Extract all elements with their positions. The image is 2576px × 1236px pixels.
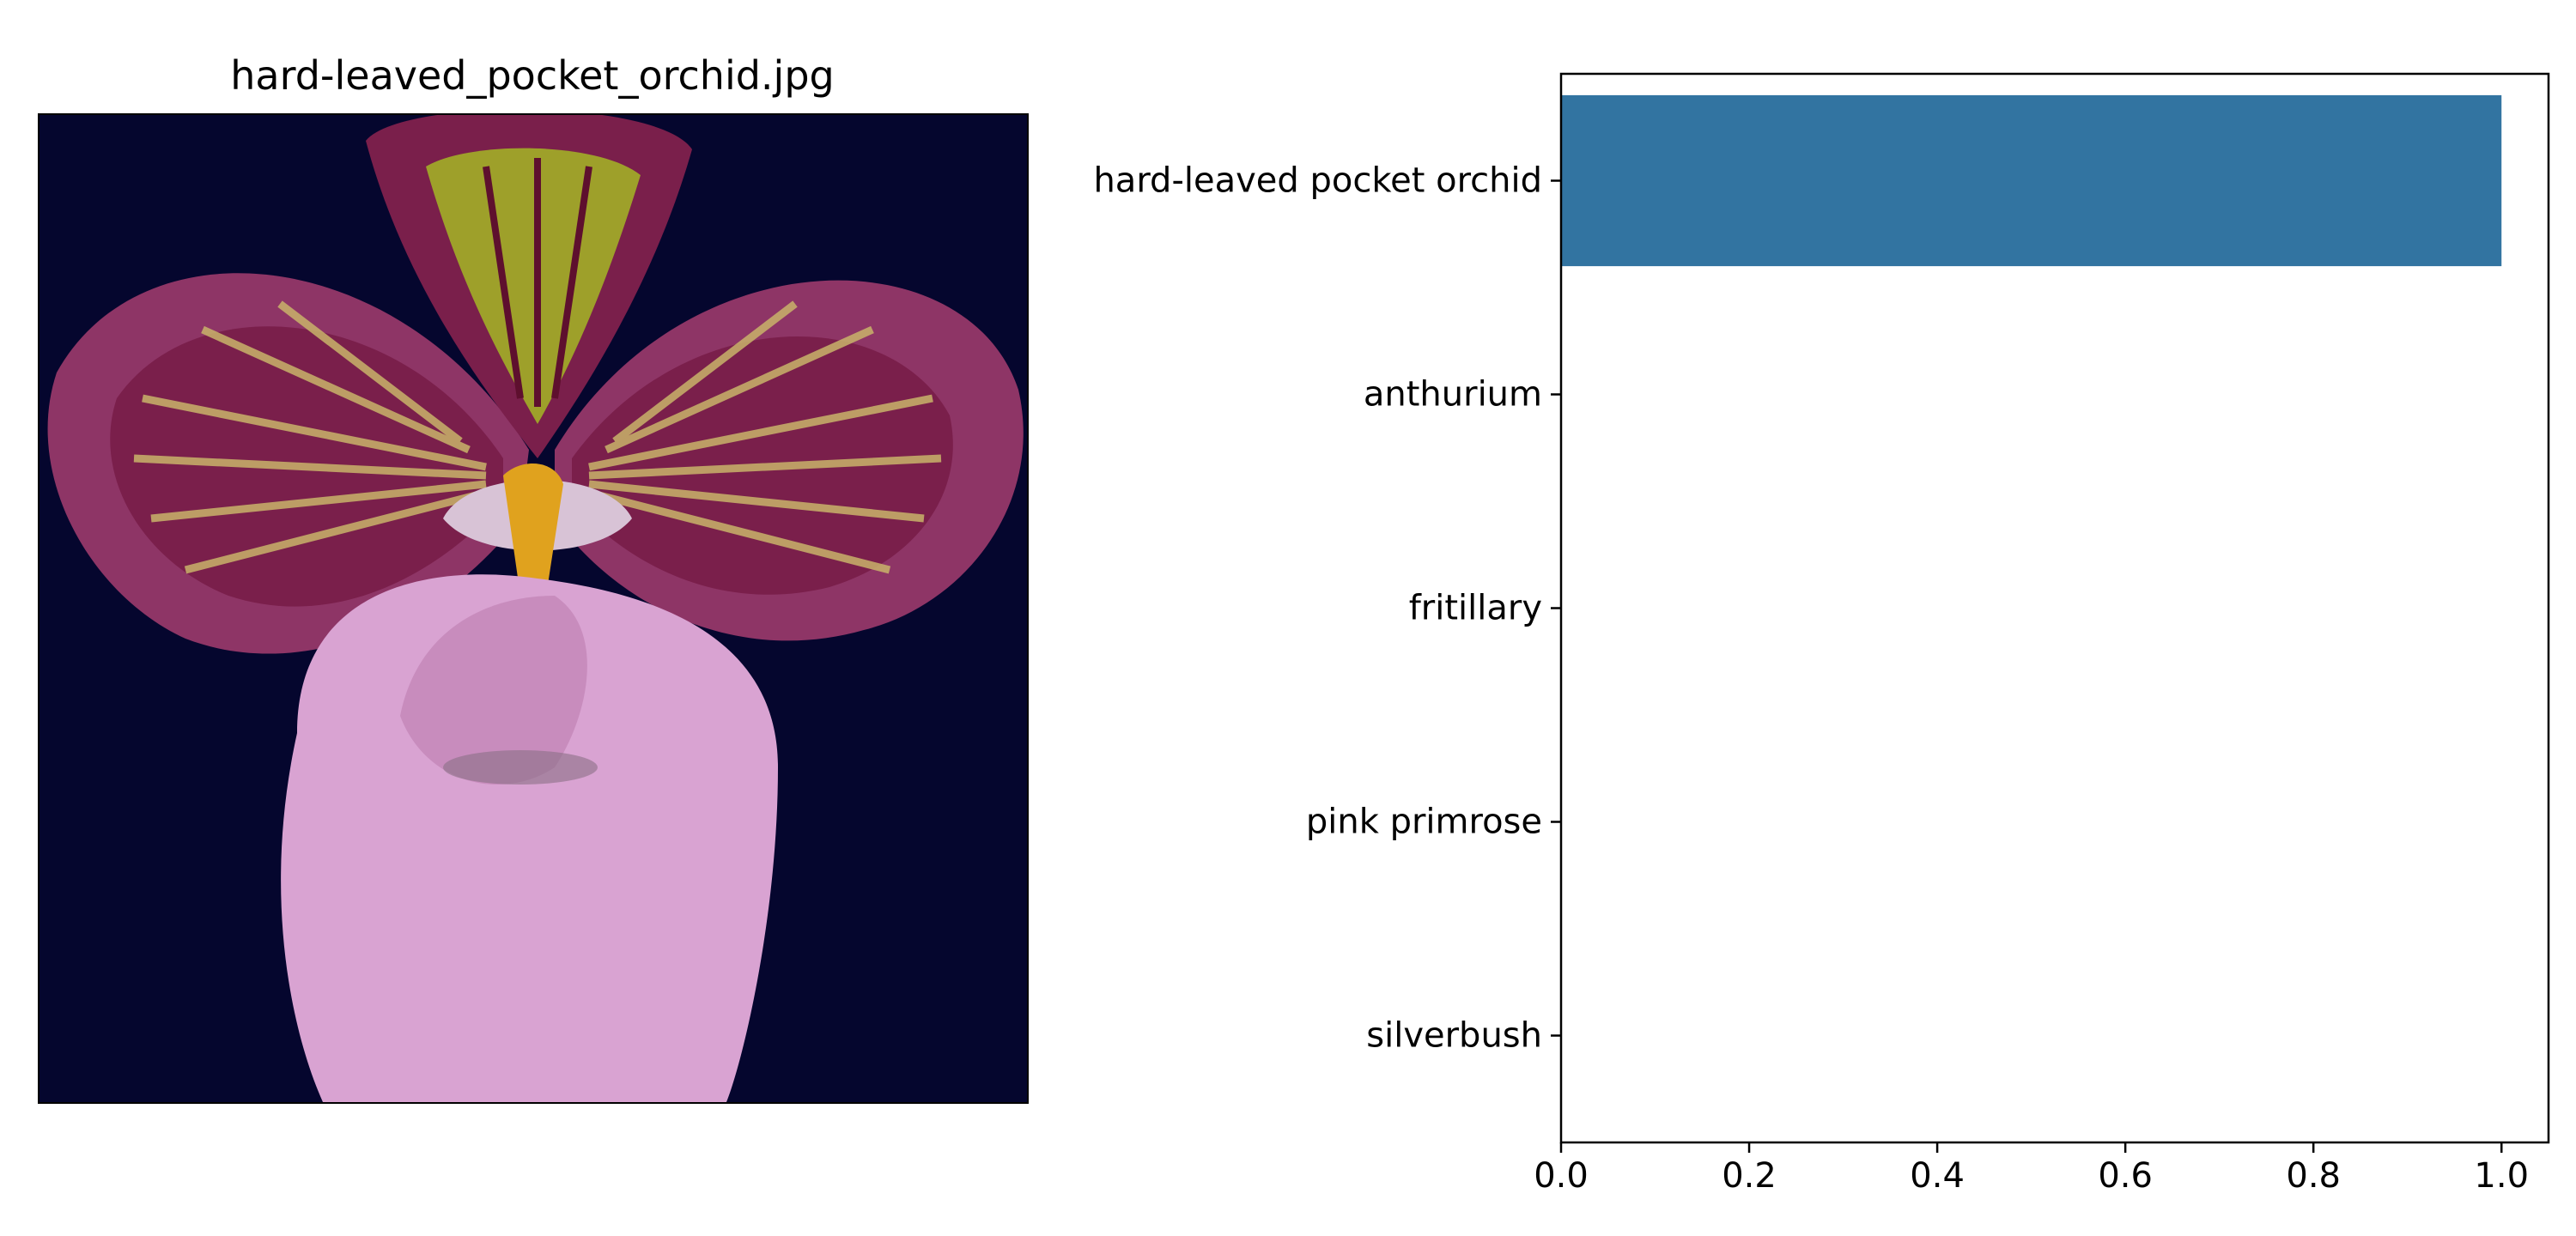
bars-group bbox=[1561, 94, 2502, 267]
y-tick-label: pink primrose bbox=[1306, 803, 1542, 842]
image-title: hard-leaved_pocket_orchid.jpg bbox=[230, 52, 835, 99]
y-tick-label: anthurium bbox=[1364, 375, 1542, 415]
y-axis-ticks: hard-leaved pocket orchid anthurium fritil… bbox=[1093, 161, 1561, 1056]
plot-frame bbox=[1559, 72, 2550, 1144]
bar-hard-leaved-pocket-orchid bbox=[1561, 94, 2502, 267]
x-tick-label: 0.4 bbox=[1910, 1156, 1965, 1196]
x-axis-ticks: 0.0 0.2 0.4 0.6 0.8 1.0 bbox=[1534, 1142, 2529, 1196]
x-tick-label: 0.0 bbox=[1534, 1156, 1589, 1196]
y-tick-label: fritillary bbox=[1409, 589, 1542, 628]
y-tick-label: hard-leaved pocket orchid bbox=[1093, 161, 1542, 201]
x-tick-label: 1.0 bbox=[2474, 1156, 2529, 1196]
x-tick-label: 0.8 bbox=[2286, 1156, 2341, 1196]
x-tick-label: 0.6 bbox=[2098, 1156, 2153, 1196]
flower-image bbox=[38, 113, 1029, 1104]
y-tick-label: silverbush bbox=[1366, 1016, 1542, 1056]
x-tick-label: 0.2 bbox=[1722, 1156, 1777, 1196]
